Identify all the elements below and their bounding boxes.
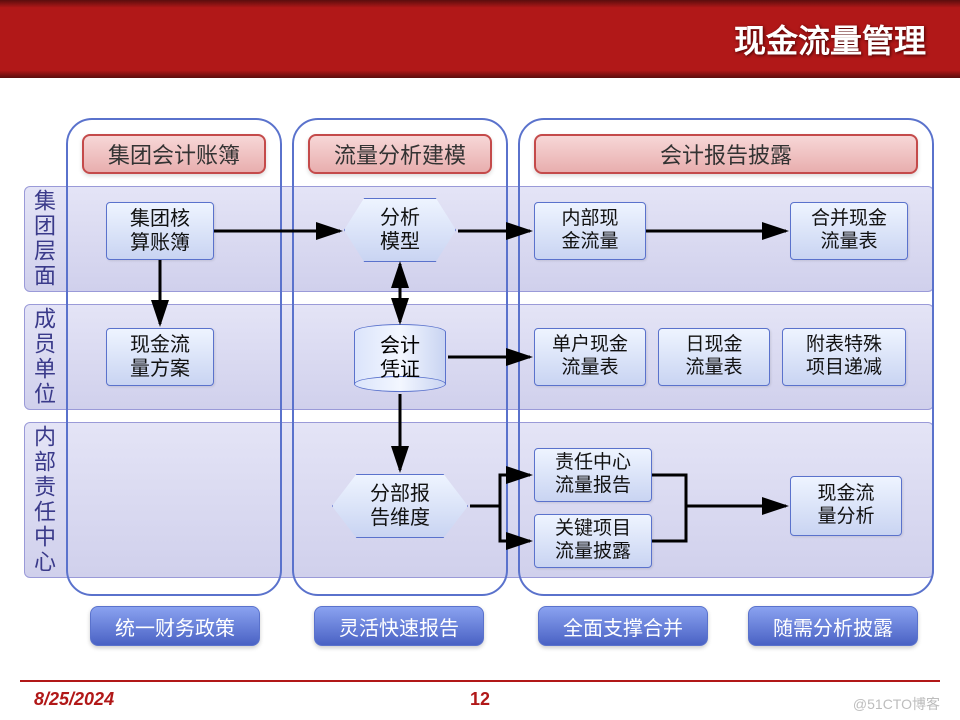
bottom-tag-2: 灵活快速报告 <box>314 606 484 646</box>
footer-divider <box>20 680 940 682</box>
page-title: 现金流量管理 <box>734 16 926 62</box>
row-label-2-text: 成员单位 <box>27 307 59 407</box>
node-voucher: 会计凭证 <box>354 324 446 392</box>
node-group-book: 集团核算账簿 <box>106 202 214 260</box>
node-model: 分析模型 <box>344 198 456 262</box>
footer-date: 8/25/2024 <box>34 689 114 710</box>
node-seg-dim: 分部报告维度 <box>332 474 468 538</box>
col-header-2: 流量分析建模 <box>308 134 492 174</box>
node-key-rep: 关键项目流量披露 <box>534 514 652 568</box>
node-consol-cash: 合并现金流量表 <box>790 202 908 260</box>
col-header-1: 集团会计账簿 <box>82 134 266 174</box>
node-daily-cash: 日现金流量表 <box>658 328 770 386</box>
header-bar: 现金流量管理 <box>0 0 960 78</box>
bottom-tag-4: 随需分析披露 <box>748 606 918 646</box>
node-resp-rep: 责任中心流量报告 <box>534 448 652 502</box>
node-cash-plan: 现金流量方案 <box>106 328 214 386</box>
row-label-3: 内部责任中心 <box>26 422 60 578</box>
row-label-2: 成员单位 <box>26 304 60 410</box>
node-int-cash: 内部现金流量 <box>534 202 646 260</box>
row-label-3-text: 内部责任中心 <box>27 425 59 575</box>
col-header-3: 会计报告披露 <box>534 134 918 174</box>
footer-brand: @51CTO博客 <box>853 694 940 714</box>
slide-root: 现金流量管理 集团层面 成员单位 内部责任中心 集团会计账簿 流量分析建模 会计… <box>0 0 960 720</box>
diagram-canvas: 集团层面 成员单位 内部责任中心 集团会计账簿 流量分析建模 会计报告披露 统一… <box>0 78 960 678</box>
bottom-tag-1: 统一财务政策 <box>90 606 260 646</box>
node-append-spec: 附表特殊项目递减 <box>782 328 906 386</box>
footer-page: 12 <box>470 689 490 710</box>
row-label-1-text: 集团层面 <box>27 189 59 289</box>
node-single-cash: 单户现金流量表 <box>534 328 646 386</box>
node-cash-analysis: 现金流量分析 <box>790 476 902 536</box>
bottom-tag-3: 全面支撑合并 <box>538 606 708 646</box>
row-label-1: 集团层面 <box>26 186 60 292</box>
